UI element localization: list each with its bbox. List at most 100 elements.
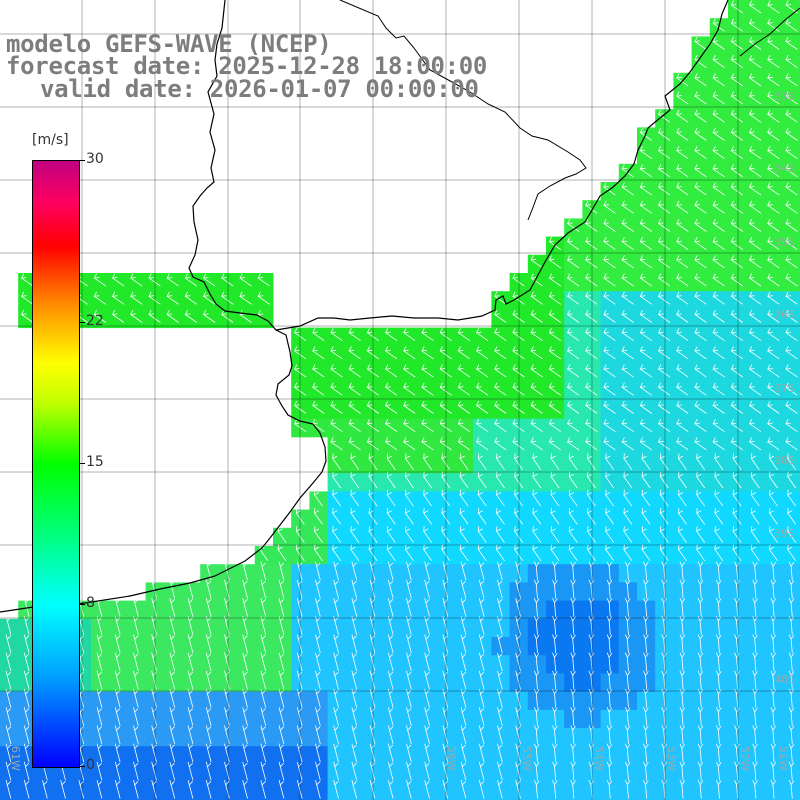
wind-arrow-head [475,346,482,352]
wind-arrow [225,602,230,617]
wind-arrow-head [333,725,339,732]
wind-arrow [767,423,780,433]
wind-arrow [94,295,107,305]
wind-arrow [6,675,12,690]
wind-arrow [243,620,248,635]
wind-arrow [188,730,194,745]
wind-arrow [717,784,720,799]
wind-arrow-head [696,507,702,514]
wind-arrow-head [587,544,593,551]
wind-arrow-head [205,579,212,586]
wind-arrow [608,602,611,617]
wind-arrow [407,639,412,654]
wind-arrow [512,405,525,414]
wind-arrow-head [332,507,338,514]
wind-arrow [330,405,343,414]
wind-arrow [516,730,521,745]
wind-arrow [626,675,629,690]
wind-arrow [421,368,434,378]
wind-arrow [477,549,487,562]
wind-arrow-head [421,400,427,406]
wind-arrow-head [96,670,102,677]
wind-arrow [516,566,521,581]
wind-arrow-head [643,779,649,786]
wind-arrow [608,766,611,781]
wind-arrow-head [752,743,758,750]
wind-arrow [458,405,471,414]
wind-arrow-head [23,634,30,641]
wind-cell [782,218,800,238]
wind-arrow-head [387,780,394,786]
wind-arrow [554,639,557,654]
wind-arrow-head [676,146,682,152]
wind-arrow-head [533,743,540,750]
wind-arrow [694,95,707,105]
wind-arrow [480,784,485,799]
wind-arrow [767,168,780,178]
wind-arrow [587,549,596,562]
wind-arrow-head [184,273,191,279]
wind-arrow [535,766,538,781]
lon-label: 61W [9,746,22,771]
wind-arrow-head [441,544,447,551]
wind-arrow [640,332,653,342]
wind-arrow-head [696,453,702,460]
wind-arrow-head [697,652,704,659]
wind-arrow [152,766,157,781]
wind-arrow-head [457,346,464,352]
wind-arrow [749,113,762,123]
wind-arrow-head [715,634,722,640]
wind-arrow-head [406,761,412,768]
wind-arrow [623,458,633,471]
wind-arrow [712,150,725,160]
wind-arrow [767,314,780,323]
wind-arrow-head [657,182,664,188]
wind-arrow [659,458,669,471]
wind-arrow [425,730,430,745]
wind-arrow [94,277,107,287]
wind-arrow-head [657,364,664,370]
wind-arrow [294,405,307,414]
wind-arrow [785,186,798,196]
wind-arrow-head [767,164,773,170]
wind-arrow [316,748,321,763]
wind-arrow [298,620,303,635]
wind-arrow-head [603,182,609,188]
wind-arrow [731,4,744,14]
wind-arrow-head [348,400,355,406]
wind-arrow-head [460,579,466,586]
wind-arrow-head [277,544,283,551]
wind-arrow [736,602,739,617]
wind-arrow [225,584,230,599]
wind-arrow [696,476,706,489]
wind-arrow-head [387,561,394,568]
wind-arrow-head [785,200,791,206]
wind-arrow-head [585,382,591,388]
wind-arrow-head [767,146,773,152]
wind-arrow-head [676,109,682,115]
wind-arrow [676,132,689,141]
lat-label: 40S [774,673,795,686]
wind-arrow [603,241,616,251]
wind-arrow-head [205,725,212,732]
wind-arrow-head [566,419,573,425]
wind-arrow-head [715,707,722,713]
wind-arrow-head [694,255,700,261]
wind-arrow-head [133,707,139,713]
wind-arrow [348,386,361,396]
wind-arrow-head [732,507,738,514]
wind-arrow-head [624,725,631,731]
wind-arrow [425,784,430,799]
wind-arrow-head [639,346,646,352]
wind-arrow-head [130,291,136,297]
wind-arrow-head [639,182,646,188]
wind-arrow-head [679,670,686,677]
wind-arrow [699,766,702,781]
wind-arrow [152,657,157,672]
wind-arrow-head [421,437,427,443]
wind-arrow [185,295,198,305]
wind-arrow-head [477,453,483,460]
wind-arrow-head [530,255,537,261]
wind-arrow-head [439,364,446,370]
wind-arrow [279,584,285,599]
